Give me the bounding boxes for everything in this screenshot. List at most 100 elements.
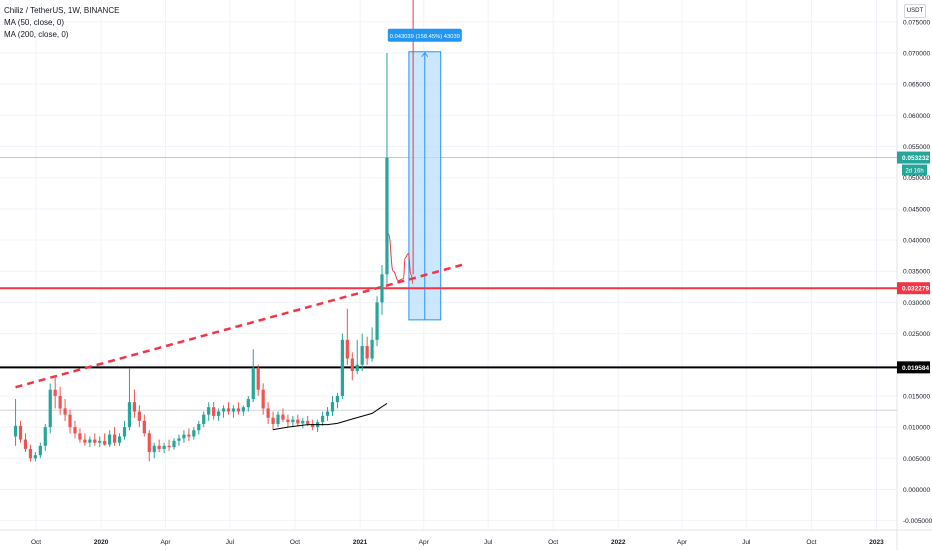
price-tick-label: 0.045000 — [903, 206, 930, 213]
candle-body — [182, 434, 186, 439]
candle-body — [375, 302, 379, 340]
candle-body — [142, 420, 146, 434]
candle-body — [281, 414, 285, 420]
price-tick-label: 0.030000 — [903, 300, 930, 307]
price-tick-label: 0.055000 — [903, 144, 930, 151]
candle-body — [147, 433, 151, 453]
candle-body — [48, 389, 52, 428]
candle-body — [291, 419, 295, 423]
countdown-badge-bg — [902, 164, 927, 176]
candle-body — [83, 439, 87, 443]
price-tick-label: 0.035000 — [903, 269, 930, 276]
candle-body — [236, 408, 240, 412]
candle-body — [162, 445, 166, 449]
candle-body — [172, 440, 176, 448]
measure-arrow-head — [421, 51, 429, 58]
candle-body — [380, 274, 384, 303]
candle-body — [53, 389, 57, 396]
candle-body — [360, 346, 364, 365]
last-price-badge: 0.053232 — [902, 155, 929, 162]
candle-body — [226, 408, 231, 412]
candle-body — [221, 408, 226, 412]
candle-body — [117, 436, 122, 443]
candle-body — [192, 430, 196, 437]
candle-body — [43, 427, 47, 446]
candle-body — [202, 414, 206, 424]
time-tick-label: Oct — [290, 539, 300, 546]
candle-body — [63, 408, 67, 415]
candle-body — [157, 445, 161, 449]
time-tick-label: Apr — [419, 539, 430, 546]
candle-body — [132, 402, 137, 412]
candle-body — [18, 425, 23, 440]
time-tick-label: 2022 — [611, 539, 626, 546]
time-tick-label: 2021 — [353, 539, 368, 546]
time-tick-label: Jul — [742, 539, 751, 546]
candle-body — [385, 157, 389, 275]
price-tick-label: 0.005000 — [903, 456, 930, 463]
candle-body — [13, 425, 18, 437]
candle-body — [286, 419, 290, 423]
candle-body — [78, 433, 82, 440]
time-tick-label: Apr — [677, 539, 688, 546]
candle-body — [23, 439, 28, 449]
symbol-title[interactable]: Chiliz / TetherUS, 1W, BINANCE — [4, 6, 120, 15]
candle-body — [88, 439, 92, 443]
time-tick-label: Oct — [31, 539, 41, 546]
price-line-badge: 0.019584 — [902, 365, 929, 372]
candle-body — [276, 414, 280, 424]
candle-body — [167, 445, 171, 448]
candle-body — [73, 427, 77, 434]
candle-body — [271, 417, 275, 424]
candle-body — [246, 399, 250, 408]
time-tick-label: Jul — [226, 539, 235, 546]
candle-body — [345, 339, 349, 359]
candle-body — [33, 455, 37, 459]
price-tick-label: 0.000000 — [903, 487, 930, 494]
price-tick-label: 0.065000 — [903, 82, 930, 89]
candle-body — [256, 367, 260, 390]
price-line-badge-bg — [897, 361, 930, 374]
ma50-legend[interactable]: MA (50, close, 0) — [4, 18, 65, 27]
candle-body — [108, 434, 112, 445]
price-tick-label: 0.075000 — [903, 19, 930, 26]
time-tick-label: 2023 — [869, 539, 884, 546]
price-tick-label: 0.050000 — [903, 175, 930, 182]
time-tick-label: Apr — [160, 539, 171, 546]
candle-body — [212, 407, 216, 416]
candle-body — [320, 415, 325, 423]
candle-body — [231, 408, 236, 412]
trendline — [15, 262, 467, 389]
candle-body — [93, 439, 97, 443]
ma200-legend[interactable]: MA (200, close, 0) — [4, 30, 69, 39]
price-line-badge-bg — [897, 282, 930, 295]
countdown-badge: 2d 16h — [905, 169, 923, 175]
measure-label: 0.043039 (158.45%) 43039 — [390, 34, 460, 40]
time-tick-label: Oct — [806, 539, 816, 546]
candle-body — [38, 445, 42, 456]
candle-body — [187, 434, 191, 437]
price-tick-label: 0.025000 — [903, 331, 930, 338]
candle-body — [365, 346, 369, 359]
candle-body — [137, 411, 141, 421]
ma200-line — [273, 402, 388, 431]
candle-body — [68, 414, 72, 428]
candle-body — [251, 367, 255, 400]
candle-body — [122, 427, 127, 437]
candle-body — [306, 420, 310, 424]
price-tick-label: 0.060000 — [903, 113, 930, 120]
candle-body — [340, 339, 344, 396]
measure-label-box — [387, 28, 462, 42]
candle-body — [350, 358, 354, 371]
candle-body — [177, 438, 181, 441]
candle-body — [330, 402, 335, 412]
candle-body — [311, 424, 315, 428]
candle-body — [207, 407, 211, 415]
candle-body — [241, 407, 245, 412]
price-tick-label: 0.040000 — [903, 238, 930, 245]
price-tick-label: 0.010000 — [903, 425, 930, 432]
time-tick-label: Oct — [548, 539, 558, 546]
chart-legend: Chiliz / TetherUS, 1W, BINANCE MA (50, c… — [4, 5, 119, 41]
currency-button[interactable]: USDT — [904, 4, 926, 18]
